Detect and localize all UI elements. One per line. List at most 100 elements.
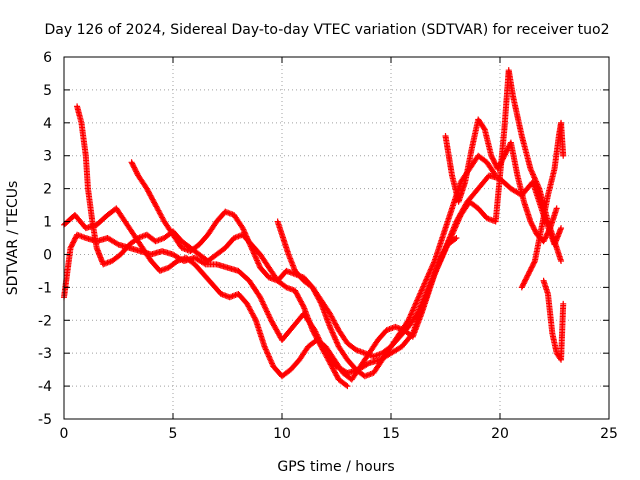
data-point <box>553 205 560 212</box>
series-trace-6 <box>518 119 567 291</box>
data-point <box>130 163 137 170</box>
data-point <box>496 161 503 168</box>
data-point <box>497 160 504 167</box>
data-point <box>546 226 553 233</box>
data-point <box>499 156 506 163</box>
data-point <box>503 148 510 155</box>
data-point <box>521 279 528 286</box>
data-point <box>503 147 510 154</box>
y-tick-label: 5 <box>43 83 52 99</box>
data-point <box>131 164 138 171</box>
data-point <box>501 152 508 159</box>
data-point <box>343 382 350 389</box>
y-tick-label: -4 <box>38 379 52 395</box>
data-point <box>529 263 536 270</box>
series-trace-7 <box>540 277 567 363</box>
data-point <box>132 167 139 174</box>
data-point <box>502 151 509 158</box>
y-tick-label: -3 <box>38 346 52 362</box>
series-trace-8 <box>442 116 560 245</box>
y-tick-label: 2 <box>43 182 52 198</box>
data-point <box>540 238 547 245</box>
data-point <box>491 171 498 178</box>
data-point <box>527 267 534 274</box>
data-point <box>526 268 533 275</box>
data-point <box>529 261 536 268</box>
data-point <box>531 259 538 266</box>
data-point <box>530 260 537 267</box>
data-point <box>560 300 567 307</box>
data-point <box>490 156 497 163</box>
data-point <box>522 276 529 283</box>
axis-ticks: 0 5 10 15 20 25 -5 -4 -3 -2 -1 0 1 2 3 4 5 6 <box>38 50 618 442</box>
data-point <box>528 221 535 228</box>
data-point <box>114 240 121 247</box>
data-point <box>519 283 526 290</box>
x-tick-label: 20 <box>491 426 509 442</box>
data-point <box>523 275 530 282</box>
data-point <box>344 383 351 390</box>
y-tick-label: 4 <box>43 116 52 132</box>
data-point <box>70 239 77 246</box>
data-point <box>488 152 495 159</box>
data-point <box>558 258 565 265</box>
data-point <box>70 238 77 245</box>
data-point <box>530 225 537 232</box>
data-point <box>532 227 539 234</box>
data-point <box>542 234 549 241</box>
data-point <box>252 315 259 322</box>
data-point <box>492 160 499 167</box>
data-point <box>300 302 307 309</box>
data-point <box>491 159 498 166</box>
y-tick-label: -2 <box>38 313 52 329</box>
data-point <box>498 157 505 164</box>
y-tick-label: 0 <box>43 247 52 263</box>
y-axis-label: SDTVAR / TECUs <box>5 181 21 296</box>
plot-frame <box>63 56 610 420</box>
data-point <box>525 271 532 278</box>
y-tick-label: -5 <box>38 412 52 428</box>
data-point <box>524 272 531 279</box>
data-point <box>524 273 531 280</box>
data-point <box>558 225 565 232</box>
data-point <box>528 219 535 226</box>
data-point <box>489 155 496 162</box>
data-point <box>544 230 551 237</box>
data-point <box>453 235 460 241</box>
data-point <box>560 152 567 159</box>
data-point <box>522 277 529 284</box>
data-point <box>201 260 208 267</box>
data-point <box>545 227 552 234</box>
data-point <box>532 229 539 236</box>
data-point <box>133 168 140 175</box>
data-point <box>71 236 78 243</box>
x-axis-label: GPS time / hours <box>277 459 394 475</box>
data-point <box>129 161 136 168</box>
data-point <box>67 244 74 251</box>
data-point <box>131 165 138 172</box>
x-tick-label: 25 <box>600 426 618 442</box>
series-trace-1 <box>61 172 565 376</box>
data-point <box>543 231 550 238</box>
x-tick-label: 0 <box>60 426 69 442</box>
data-point <box>133 169 140 176</box>
x-tick-label: 5 <box>169 426 178 442</box>
data-point <box>68 243 75 250</box>
data-point <box>527 218 534 225</box>
chart-title: Day 126 of 2024, Sidereal Day-to-day VTE… <box>44 22 609 38</box>
data-point <box>520 281 527 288</box>
data-point <box>364 360 371 367</box>
data-point <box>518 284 525 291</box>
y-tick-label: 1 <box>43 215 52 231</box>
data-point <box>527 265 534 272</box>
data-point <box>72 235 79 242</box>
data-point <box>69 240 76 247</box>
data-point <box>495 164 502 171</box>
data-point <box>529 222 536 229</box>
data-point <box>488 154 495 161</box>
x-tick-label: 10 <box>273 426 291 442</box>
data-point <box>500 154 507 161</box>
data-point <box>545 229 552 236</box>
y-tick-label: 6 <box>43 50 52 66</box>
